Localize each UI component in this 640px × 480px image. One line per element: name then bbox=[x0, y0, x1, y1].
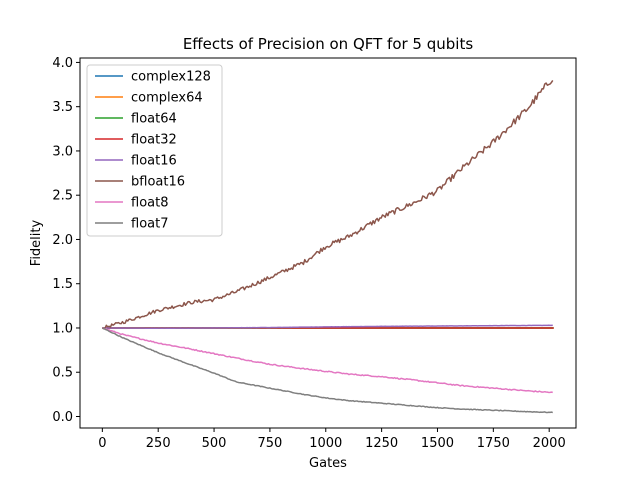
legend-box bbox=[86, 64, 223, 237]
y-tick-label: 1.5 bbox=[52, 277, 73, 292]
x-tick-label: 0 bbox=[98, 436, 106, 451]
legend-label-float32: float32 bbox=[131, 133, 177, 148]
x-tick-label: 1750 bbox=[477, 436, 510, 451]
legend-label-complex128: complex128 bbox=[131, 70, 211, 85]
y-tick-label: 2.0 bbox=[52, 233, 73, 248]
x-tick-label: 2000 bbox=[533, 436, 566, 451]
series-line-float16 bbox=[102, 324, 553, 330]
series-layer bbox=[101, 79, 554, 414]
x-tick-label: 1500 bbox=[421, 436, 454, 451]
plot-frame bbox=[79, 57, 577, 429]
y-tick-label: 0.5 bbox=[52, 366, 73, 381]
y-tick-label: 4.0 bbox=[52, 56, 73, 71]
series-line-bfloat16 bbox=[101, 79, 554, 330]
y-tick-label: 3.0 bbox=[52, 144, 73, 159]
x-axis: 0 250 500 750 1000 1250 1500 1750 2000 bbox=[98, 428, 566, 451]
x-tick-label: 250 bbox=[146, 436, 171, 451]
y-axis: 0.0 0.5 1.0 1.5 2.0 2.5 3.0 3.5 4.0 bbox=[52, 56, 80, 425]
legend: complex128 complex64 float64 float32 float16… bbox=[86, 64, 223, 237]
legend-label-complex64: complex64 bbox=[131, 91, 203, 106]
chart-title: Effects of Precision on QFT for 5 qubits bbox=[183, 35, 474, 53]
series-line-float7 bbox=[102, 327, 554, 414]
x-tick-label: 750 bbox=[257, 436, 282, 451]
y-axis-label: Fidelity bbox=[29, 219, 44, 266]
y-tick-label: 2.5 bbox=[52, 189, 73, 204]
legend-label-bfloat16: bfloat16 bbox=[131, 175, 185, 190]
y-tick-label: 3.5 bbox=[52, 100, 73, 115]
series-line-float8 bbox=[102, 327, 553, 394]
x-tick-label: 1250 bbox=[365, 436, 398, 451]
legend-label-float64: float64 bbox=[131, 112, 177, 127]
y-tick-label: 1.0 bbox=[52, 321, 73, 336]
legend-label-float8: float8 bbox=[131, 196, 168, 211]
x-tick-label: 500 bbox=[202, 436, 227, 451]
x-tick-label: 1000 bbox=[309, 436, 342, 451]
legend-label-float7: float7 bbox=[131, 217, 168, 232]
legend-label-float16: float16 bbox=[131, 154, 177, 169]
x-axis-label: Gates bbox=[309, 456, 347, 471]
y-tick-label: 0.0 bbox=[52, 410, 73, 425]
